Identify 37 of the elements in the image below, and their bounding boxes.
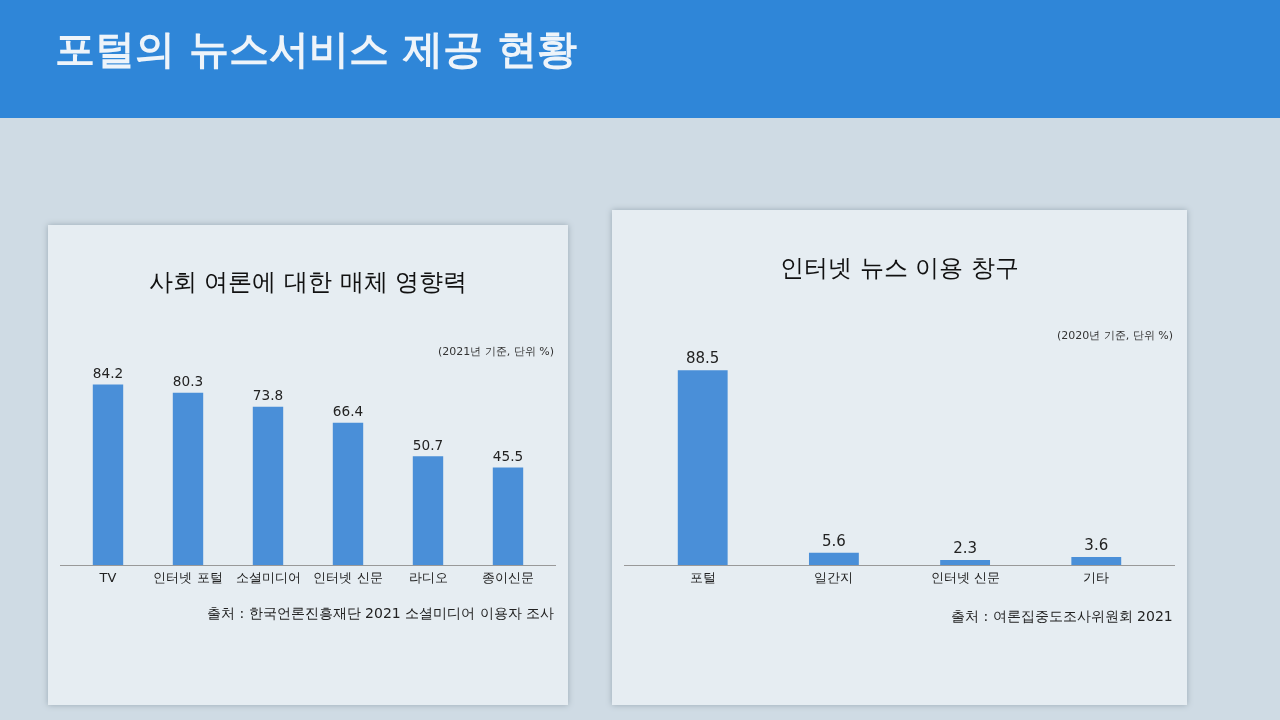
x-tick-label: 종이신문 bbox=[482, 569, 534, 585]
bar bbox=[252, 406, 284, 565]
x-tick-label: 소셜미디어 bbox=[235, 569, 301, 585]
data-label: 73.8 bbox=[252, 387, 284, 404]
data-label: 80.3 bbox=[172, 373, 204, 390]
x-tick-label: TV bbox=[98, 569, 117, 585]
x-tick-label: 기타 bbox=[1083, 569, 1110, 585]
data-label: 3.6 bbox=[1084, 536, 1109, 555]
x-tick-label: 일간지 bbox=[814, 569, 854, 585]
bar bbox=[492, 467, 524, 565]
data-label: 66.4 bbox=[332, 403, 364, 420]
data-label: 2.3 bbox=[953, 538, 978, 557]
data-label: 88.5 bbox=[686, 349, 720, 368]
chart-subtitle: (2020년 기준, 단위 %) bbox=[1057, 329, 1174, 342]
source-note: 출처 : 한국언론진흥재단 2021 소셜미디어 이용자 조사 bbox=[207, 605, 555, 621]
x-tick-label: 인터넷 신문 bbox=[930, 569, 1000, 585]
bar bbox=[808, 552, 859, 565]
chart-title: 인터넷 뉴스 이용 창구 bbox=[780, 254, 1019, 283]
data-label: 45.5 bbox=[492, 447, 524, 464]
x-tick-label: 라디오 bbox=[408, 569, 448, 585]
bar bbox=[677, 370, 728, 565]
x-tick-label: 인터넷 포털 bbox=[153, 569, 223, 585]
bar bbox=[172, 392, 204, 565]
x-tick-label: 인터넷 신문 bbox=[313, 569, 383, 585]
data-label: 50.7 bbox=[412, 436, 444, 453]
text: 포털의 뉴스서비스 제공 현황 bbox=[55, 25, 577, 74]
chart-title: 사회 여론에 대한 매체 영향력 bbox=[148, 267, 468, 296]
source-note: 출처 : 여론집중도조사위원회 2021 bbox=[951, 608, 1173, 624]
bar bbox=[1071, 557, 1122, 565]
bar bbox=[412, 456, 444, 565]
chart-subtitle: (2021년 기준, 단위 %) bbox=[438, 345, 555, 358]
x-tick-label: 포털 bbox=[689, 569, 716, 585]
data-label: 84.2 bbox=[92, 364, 124, 381]
bar bbox=[92, 384, 124, 565]
data-label: 5.6 bbox=[821, 531, 846, 550]
bar bbox=[332, 422, 364, 565]
bar bbox=[940, 559, 991, 565]
